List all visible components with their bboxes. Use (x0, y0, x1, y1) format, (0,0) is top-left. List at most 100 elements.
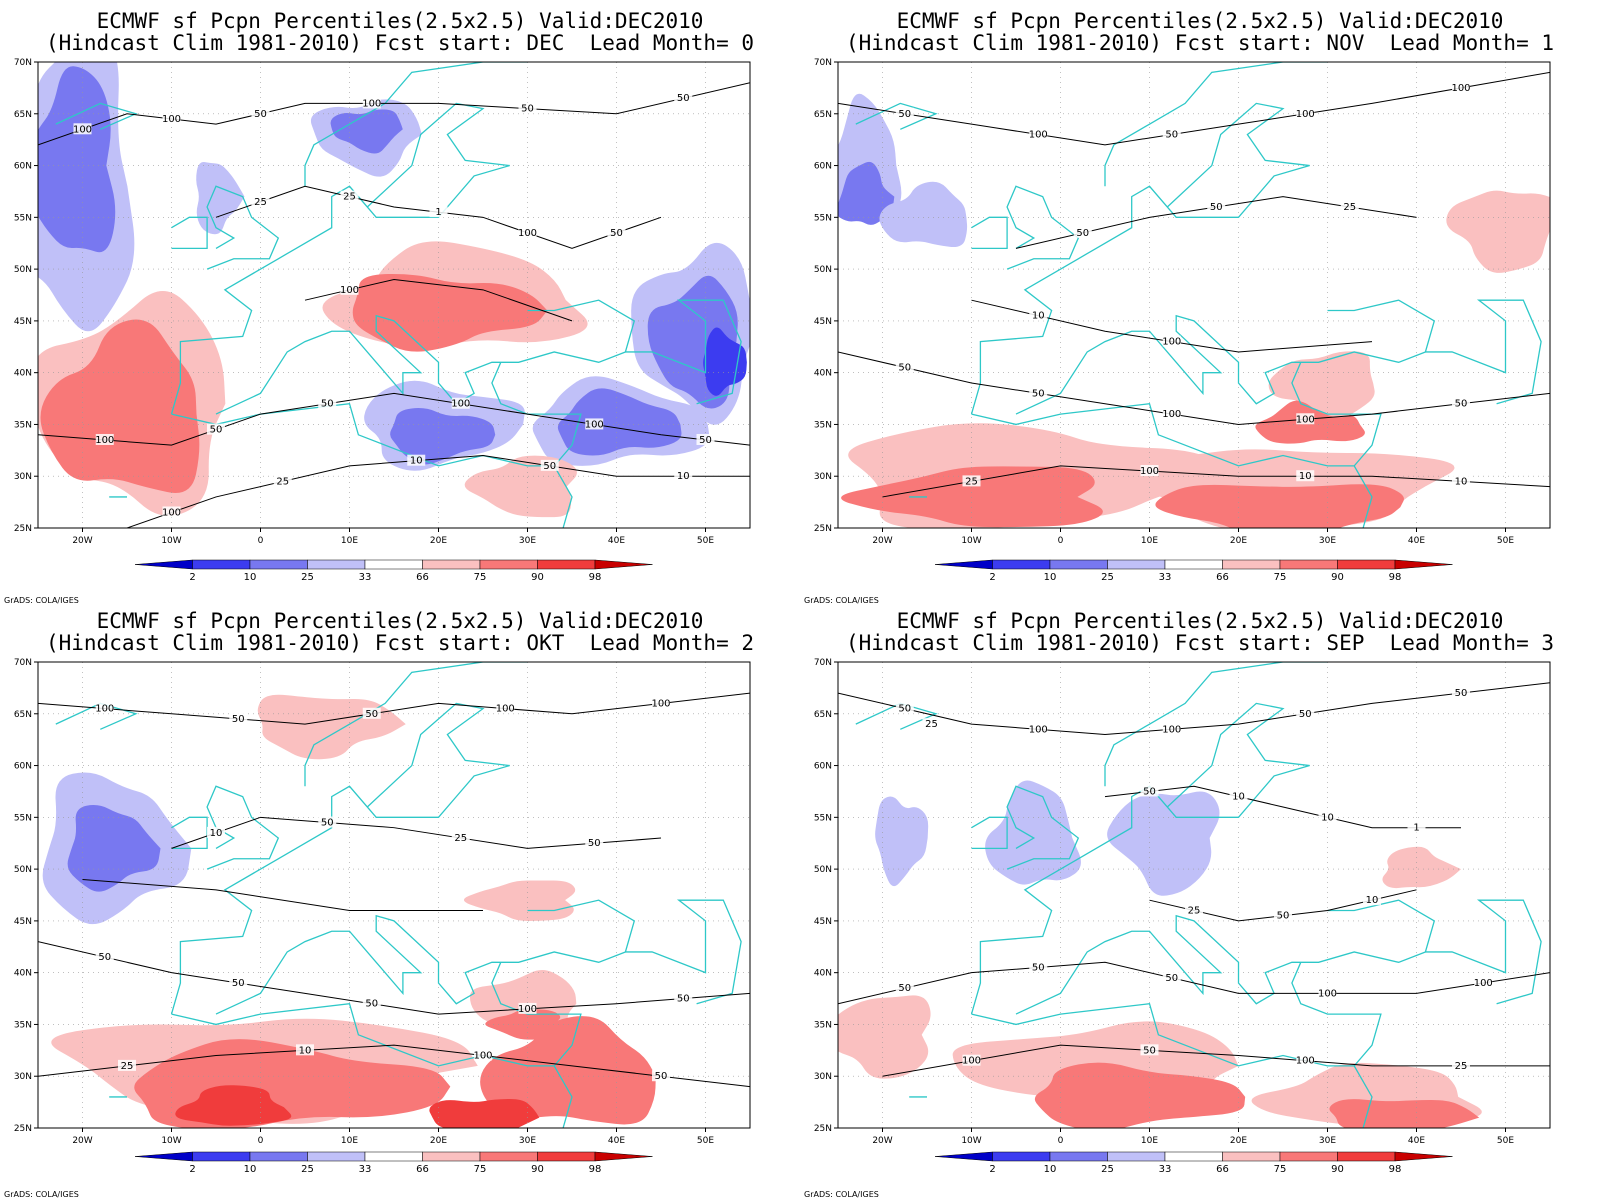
lat-label: 45N (14, 917, 32, 927)
contour-label: 10 (677, 471, 690, 482)
contour-label-bg (251, 195, 270, 207)
contour-label: 50 (365, 709, 378, 720)
contour-label: 100 (651, 698, 670, 709)
colorbar-label: 33 (1159, 572, 1172, 583)
panel-title-line2: (Hindcast Clim 1981-2010) Fcst start: NO… (845, 31, 1554, 55)
colorbar-segment (479, 559, 538, 570)
contour-label-bg (1029, 961, 1048, 973)
contour-label: 100 (1029, 724, 1048, 735)
colorbar: 2 10 25 33 66 75 90 98 (934, 559, 1453, 583)
contour-label-bg (585, 837, 604, 849)
contour-label-bg (162, 112, 181, 124)
lat-label: 65N (14, 710, 32, 720)
contour-label-bg (340, 190, 359, 202)
lon-label: 40E (1408, 536, 1425, 546)
percentile-region (879, 181, 968, 248)
contour-label: 100 (473, 1051, 492, 1062)
contour-label-bg (1452, 687, 1470, 699)
colorbar-label: 90 (1331, 1164, 1344, 1175)
colorbar-label: 10 (1044, 572, 1057, 583)
map-content: 100 50 50 100 100 50 50 50 100 50 25 10 100 50 10 50 25 5… (38, 662, 750, 1128)
contour-label-bg (1162, 723, 1181, 735)
coastline (1006, 785, 1080, 870)
colorbar-segment (1394, 1151, 1453, 1162)
contour-line (171, 816, 662, 849)
lat-label: 55N (14, 813, 32, 823)
lon-label: 20W (872, 536, 892, 546)
lon-label: 20E (1230, 1136, 1247, 1146)
panel-title-line1: ECMWF sf Pcpn Percentiles(2.5x2.5) Valid… (896, 9, 1504, 33)
contour-line (38, 82, 750, 146)
contour-label-bg (229, 712, 248, 724)
colorbar-segment (422, 1151, 481, 1162)
contour-label: 25 (965, 476, 978, 487)
panel-title-line2: (Hindcast Clim 1981-2010) Fcst start: OK… (45, 631, 754, 655)
contour-label-bg (1296, 470, 1315, 482)
contour-label-bg (1140, 465, 1159, 477)
colorbar-segment (934, 559, 993, 570)
contour-label: 100 (362, 98, 381, 109)
contour-label: 100 (518, 228, 537, 239)
colorbar-segment (1337, 559, 1396, 570)
contour-label: 100 (1451, 83, 1470, 94)
lat-label: 50N (814, 265, 832, 275)
contour-label-bg (1162, 971, 1181, 983)
lon-label: 40E (1408, 1136, 1425, 1146)
percentile-region (330, 109, 403, 154)
lat-label: 55N (814, 813, 832, 823)
lon-label: 40E (608, 536, 625, 546)
contour-label-bg (607, 226, 626, 238)
lon-label: 20E (430, 536, 447, 546)
lon-label: 20E (1230, 536, 1247, 546)
contour-label: 50 (210, 425, 223, 436)
colorbar-label: 90 (531, 1164, 544, 1175)
colorbar-label: 98 (589, 572, 602, 583)
panel-title-line2: (Hindcast Clim 1981-2010) Fcst start: DE… (45, 31, 754, 55)
lat-label: 70N (14, 58, 32, 68)
contour-label: 10 (1232, 792, 1245, 803)
coastline (55, 702, 138, 730)
contour-label: 50 (1076, 228, 1089, 239)
colorbar-segment (1164, 1151, 1223, 1162)
contour-label-bg (1296, 1054, 1315, 1066)
contour-label-bg (207, 826, 225, 838)
contour-label: 50 (232, 978, 245, 989)
coastline (304, 62, 528, 187)
lat-label: 60N (814, 162, 832, 172)
contour-label-bg (451, 832, 470, 844)
contour-label: 100 (340, 285, 359, 296)
percentile-region (67, 805, 161, 892)
colorbar-segment (479, 1151, 538, 1162)
coastline (1425, 899, 1542, 1005)
contour-label-bg (895, 361, 914, 373)
lon-label: 30E (519, 1136, 536, 1146)
contour-label: 50 (898, 362, 911, 373)
contour-label: 50 (1143, 1045, 1156, 1056)
lat-label: 70N (14, 658, 32, 668)
percentile-region (480, 1016, 656, 1125)
lat-label: 25N (814, 524, 832, 534)
colorbar-label: 98 (589, 1164, 602, 1175)
contour-label: 50 (321, 399, 334, 410)
colorbar-label: 10 (244, 572, 257, 583)
contour-label: 10 (410, 456, 423, 467)
contour-label: 25 (454, 833, 467, 844)
lat-label: 70N (814, 658, 832, 668)
coastline (625, 299, 742, 405)
contour-label-bg (674, 92, 693, 104)
lat-label: 65N (814, 110, 832, 120)
contour-label: 100 (1296, 414, 1315, 425)
colorbar-label: 98 (1389, 1164, 1402, 1175)
coastline (171, 962, 582, 1067)
percentile-region (841, 466, 1103, 528)
contour-label-bg (1162, 408, 1181, 420)
coastline (971, 216, 1008, 250)
contour-label-bg (95, 951, 114, 963)
contour-label: 100 (1296, 1056, 1315, 1067)
colorbar-segment (1222, 559, 1281, 570)
lat-label: 55N (814, 213, 832, 223)
coastline (1015, 899, 1436, 1015)
percentile-region (196, 162, 245, 235)
lon-label: 0 (1058, 1136, 1064, 1146)
lat-label: 30N (814, 1072, 832, 1082)
